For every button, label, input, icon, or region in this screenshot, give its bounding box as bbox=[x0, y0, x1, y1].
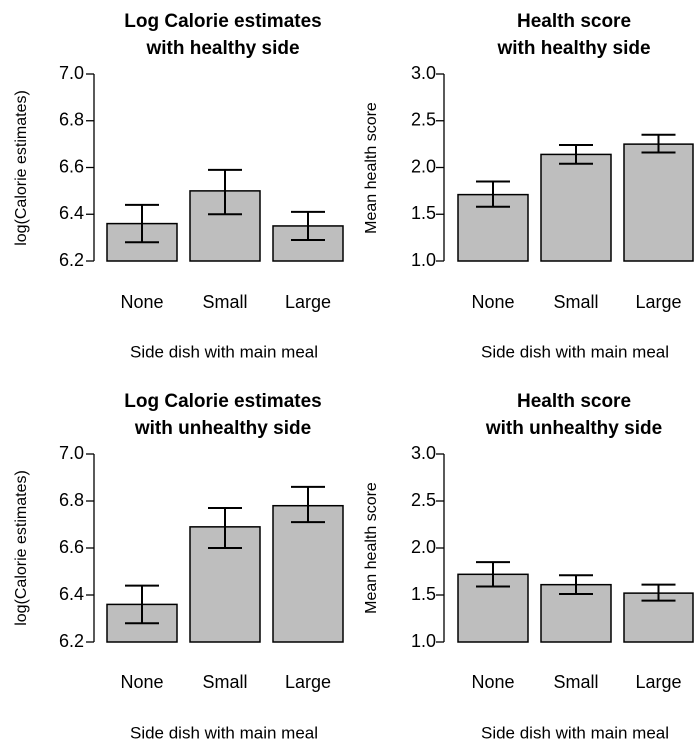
bottom-right-title-line-2: with unhealthy side bbox=[485, 418, 662, 439]
top-left-y-tick-label: 6.8 bbox=[59, 110, 84, 130]
bottom-left-category-label: None bbox=[120, 672, 163, 692]
bottom-right-y-tick-label: 1.5 bbox=[411, 584, 436, 604]
bottom-left-y-tick-label: 6.6 bbox=[59, 537, 84, 557]
top-right-title-line-1: Health score bbox=[517, 11, 631, 32]
top-right-category-label: Large bbox=[635, 292, 681, 312]
bottom-left-y-tick-label: 6.8 bbox=[59, 490, 84, 510]
bottom-left-category-label: Small bbox=[202, 672, 247, 692]
top-left-category-label: None bbox=[120, 292, 163, 312]
bottom-left-x-axis-label: Side dish with main meal bbox=[130, 723, 318, 739]
top-right-x-axis-label: Side dish with main meal bbox=[481, 342, 669, 361]
top-right-bar-large bbox=[623, 143, 694, 262]
top-right-title-line-2: with healthy side bbox=[496, 38, 650, 59]
top-right-y-tick-label: 2.0 bbox=[411, 156, 436, 176]
top-right-y-tick-label: 1.0 bbox=[411, 250, 436, 270]
top-left-y-axis-label: log(Calorie estimates) bbox=[13, 90, 30, 246]
top-left-y-tick-label: 7.0 bbox=[59, 63, 84, 83]
bottom-right-title-line-1: Health score bbox=[517, 391, 631, 412]
bottom-right-category-label: Large bbox=[635, 672, 681, 692]
bottom-left-y-axis-label: log(Calorie estimates) bbox=[13, 470, 30, 626]
bottom-right-x-axis-label: Side dish with main meal bbox=[481, 723, 669, 739]
top-left-title-line-2: with healthy side bbox=[145, 38, 299, 59]
bottom-left-title-line-2: with unhealthy side bbox=[134, 418, 311, 439]
top-right-category-label: Small bbox=[553, 292, 598, 312]
top-right-category-label: None bbox=[471, 292, 514, 312]
top-right-y-tick-label: 3.0 bbox=[411, 63, 436, 83]
bottom-left-category-label: Large bbox=[285, 672, 331, 692]
top-left-y-tick-label: 6.4 bbox=[59, 203, 84, 223]
bottom-right-bar-small bbox=[540, 583, 612, 643]
top-left-category-label: Small bbox=[202, 292, 247, 312]
bottom-left-title-line-1: Log Calorie estimates bbox=[124, 391, 321, 412]
bottom-right-y-tick-label: 3.0 bbox=[411, 443, 436, 463]
top-right-bar-small bbox=[540, 153, 612, 262]
bottom-left-y-tick-label: 6.4 bbox=[59, 584, 84, 604]
bottom-right-category-label: None bbox=[471, 672, 514, 692]
bottom-left-y-tick-label: 6.2 bbox=[59, 631, 84, 651]
top-left-title-line-1: Log Calorie estimates bbox=[124, 11, 321, 32]
top-right-y-axis-label: Mean health score bbox=[363, 102, 380, 234]
top-right-y-tick-label: 1.5 bbox=[411, 203, 436, 223]
top-left-category-label: Large bbox=[285, 292, 331, 312]
top-left-y-tick-label: 6.6 bbox=[59, 156, 84, 176]
bottom-right-y-tick-label: 2.5 bbox=[411, 490, 436, 510]
top-right-y-tick-label: 2.5 bbox=[411, 110, 436, 130]
top-left-y-tick-label: 6.2 bbox=[59, 250, 84, 270]
top-left-x-axis-label: Side dish with main meal bbox=[130, 342, 318, 361]
bottom-right-category-label: Small bbox=[553, 672, 598, 692]
bottom-right-y-tick-label: 1.0 bbox=[411, 631, 436, 651]
bottom-right-y-axis-label: Mean health score bbox=[363, 482, 380, 614]
bottom-right-y-tick-label: 2.0 bbox=[411, 537, 436, 557]
bottom-left-bar-large bbox=[272, 504, 344, 643]
bottom-left-y-tick-label: 7.0 bbox=[59, 443, 84, 463]
